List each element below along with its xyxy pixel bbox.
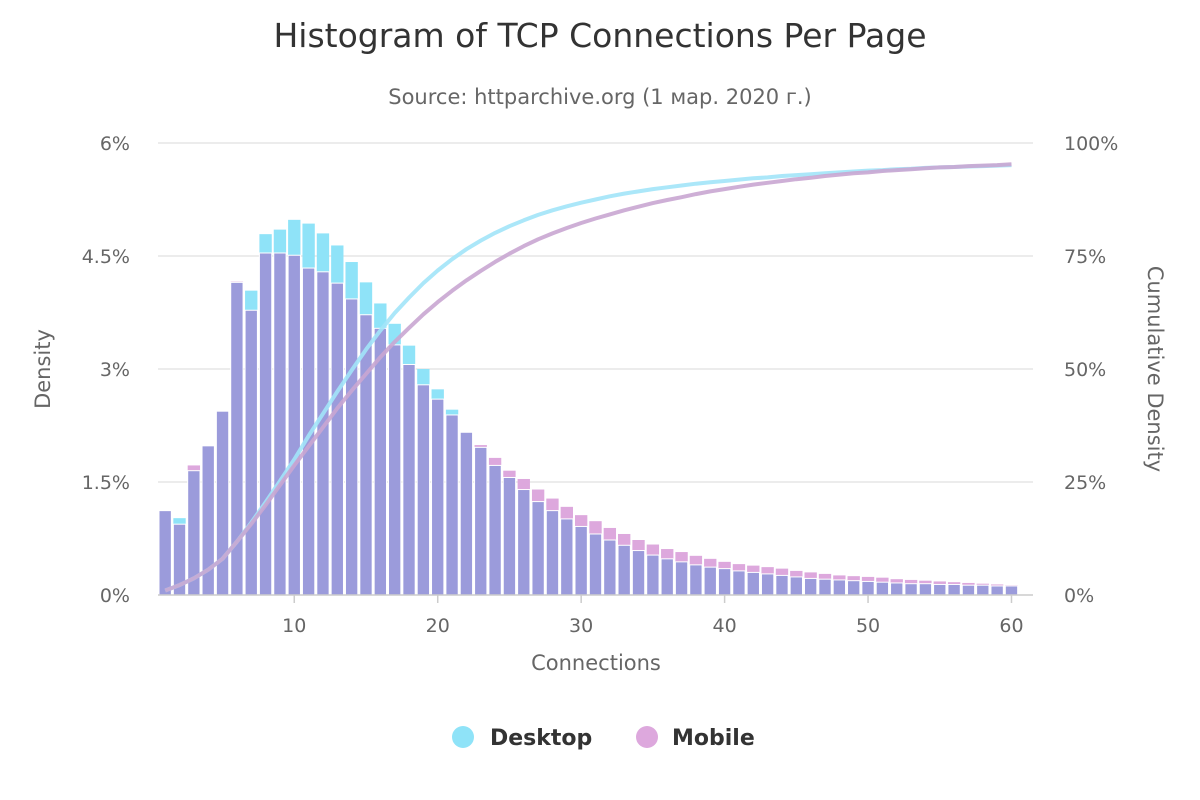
bar-overlap-segment xyxy=(976,584,990,596)
bar-overlap-segment xyxy=(660,558,674,596)
x-tick-label: 50 xyxy=(856,615,880,637)
legend-item-mobile[interactable]: Mobile xyxy=(636,726,755,751)
bar-overlap-segment xyxy=(445,414,459,596)
bar-overlap-segment xyxy=(861,580,875,596)
bar-overlap-segment xyxy=(717,568,732,596)
bar-overlap-segment xyxy=(789,576,803,596)
bar-overlap-segment xyxy=(158,510,172,596)
bar-overlap-segment xyxy=(674,561,689,596)
y-axis-left-title: Density xyxy=(31,329,55,409)
bar-overlap-segment xyxy=(488,464,502,596)
y-right-tick-label: 0% xyxy=(1064,585,1094,607)
legend: Desktop Mobile xyxy=(452,726,755,751)
bar-overlap-segment xyxy=(703,566,717,596)
bars-group xyxy=(158,219,1019,596)
bar-overlap-segment xyxy=(459,431,474,596)
bar-overlap-segment xyxy=(244,309,258,596)
bar-overlap-segment xyxy=(1004,585,1019,596)
bar-overlap-segment xyxy=(402,363,416,596)
bar-overlap-segment xyxy=(517,489,531,596)
x-tick-label: 10 xyxy=(282,615,306,637)
bar-overlap-segment xyxy=(603,539,617,596)
y-left-tick-label: 0% xyxy=(100,585,130,607)
bar-overlap-segment xyxy=(947,583,961,596)
axes: 0% 1.5% 3% 4.5% 6% 0% 25% 50% 75% 100% 10 20 30 40 50 6… xyxy=(82,133,1119,637)
legend-label-mobile: Mobile xyxy=(672,726,755,751)
bar-overlap-segment xyxy=(732,570,746,596)
x-tick-label: 30 xyxy=(569,615,593,637)
bar-overlap-segment xyxy=(373,327,388,596)
bar-overlap-segment xyxy=(344,298,359,596)
bar-overlap-segment xyxy=(818,578,832,596)
bar-overlap-segment xyxy=(545,510,560,596)
bar-overlap-segment xyxy=(875,581,890,596)
bar-overlap-segment xyxy=(746,571,760,596)
y-right-tick-label: 75% xyxy=(1064,246,1106,268)
bar-overlap-segment xyxy=(961,584,976,596)
bar-overlap-segment xyxy=(416,384,431,596)
legend-marker-desktop xyxy=(452,726,474,748)
bar-overlap-segment xyxy=(273,252,287,596)
chart-title: Histogram of TCP Connections Per Page xyxy=(273,16,926,55)
x-tick-label: 40 xyxy=(713,615,737,637)
y-left-tick-label: 1.5% xyxy=(82,472,130,494)
legend-label-desktop: Desktop xyxy=(490,726,592,751)
bar-overlap-segment xyxy=(918,583,933,596)
x-tick-label: 60 xyxy=(999,615,1023,637)
bar-overlap-segment xyxy=(847,580,861,596)
bar-overlap-segment xyxy=(574,525,588,596)
bar-overlap-segment xyxy=(502,476,517,596)
bar-overlap-segment xyxy=(388,344,402,596)
cumulative-curves xyxy=(164,162,1012,593)
bar-overlap-segment xyxy=(258,252,273,596)
y-right-tick-label: 50% xyxy=(1064,359,1106,381)
y-axis-right-title: Cumulative Density xyxy=(1143,266,1167,472)
chart-subtitle: Source: httparchive.org (1 мар. 2020 г.) xyxy=(388,85,812,109)
bar-overlap-segment xyxy=(933,583,947,596)
bar-overlap-segment xyxy=(904,583,918,596)
x-axis-title: Connections xyxy=(531,651,661,675)
bar-overlap-segment xyxy=(617,544,631,596)
cumulative-line-mobile xyxy=(164,162,1012,593)
bar-overlap-segment xyxy=(287,254,301,596)
bar-overlap-segment xyxy=(803,577,818,596)
bar-overlap-segment xyxy=(689,564,703,596)
bar-overlap-segment xyxy=(588,533,603,596)
bar-overlap-segment xyxy=(431,398,445,596)
legend-marker-mobile xyxy=(636,726,658,748)
bar-overlap-segment xyxy=(474,446,488,596)
bar-overlap-segment xyxy=(560,518,574,596)
bar-overlap-segment xyxy=(832,579,847,596)
bar-overlap-segment xyxy=(990,585,1004,596)
x-tick-label: 20 xyxy=(426,615,450,637)
y-right-tick-label: 25% xyxy=(1064,472,1106,494)
y-left-tick-label: 3% xyxy=(100,359,130,381)
y-right-tick-label: 100% xyxy=(1064,133,1118,155)
bar-overlap-segment xyxy=(531,501,545,596)
bar-overlap-segment xyxy=(760,573,775,596)
bar-overlap-segment xyxy=(890,582,904,596)
y-left-tick-label: 6% xyxy=(100,133,130,155)
legend-item-desktop[interactable]: Desktop xyxy=(452,726,592,751)
y-left-tick-label: 4.5% xyxy=(82,246,130,268)
bar-overlap-segment xyxy=(775,574,789,596)
bar-overlap-segment xyxy=(646,554,660,596)
bar-overlap-segment xyxy=(215,410,230,596)
bar-overlap-segment xyxy=(330,282,344,596)
bar-overlap-segment xyxy=(631,550,646,596)
